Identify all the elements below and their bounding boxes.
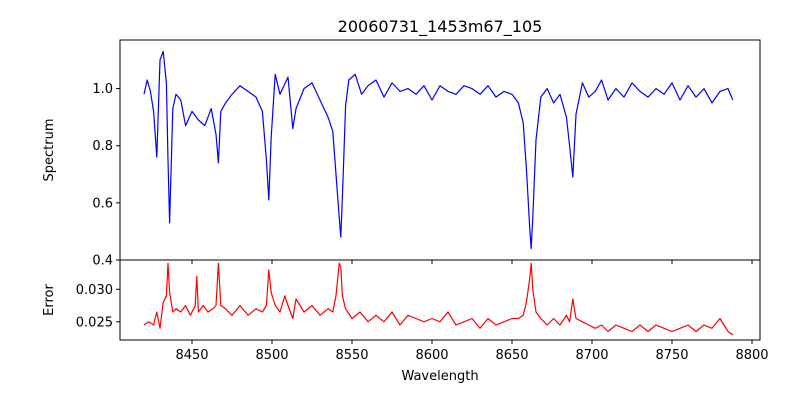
x-tick-label: 8800 bbox=[735, 348, 768, 363]
x-tick-label: 8550 bbox=[335, 348, 368, 363]
y-tick-label: 0.025 bbox=[76, 315, 113, 330]
error-panel: 0.025 0.030 8450 8500 8550 8600 8650 8700 8750 88… bbox=[42, 259, 769, 384]
spectrum-ticks: 0.4 0.6 0.8 1.0 bbox=[92, 82, 753, 269]
spectrum-y-axis-label: Spectrum bbox=[42, 119, 57, 182]
spectrum-panel: 0.4 0.6 0.8 1.0 Spectrum bbox=[42, 39, 761, 269]
y-tick-label: 0.8 bbox=[92, 139, 113, 154]
error-axes-frame bbox=[119, 259, 761, 341]
y-tick-label: 0.4 bbox=[92, 254, 113, 269]
error-ticks: 0.025 0.030 8450 8500 8550 8600 8650 8700 8750 88… bbox=[76, 283, 769, 363]
x-axis-label: Wavelength bbox=[401, 369, 478, 384]
spectrum-series bbox=[143, 50, 734, 250]
x-tick-label: 8750 bbox=[655, 348, 688, 363]
y-tick-label: 1.0 bbox=[92, 82, 113, 97]
x-tick-label: 8450 bbox=[175, 348, 208, 363]
x-tick-label: 8700 bbox=[575, 348, 608, 363]
chart-title: 20060731_1453m67_105 bbox=[338, 17, 543, 37]
x-tick-label: 8500 bbox=[255, 348, 288, 363]
error-line bbox=[143, 262, 734, 336]
error-series bbox=[143, 262, 734, 336]
x-tick-label: 8600 bbox=[415, 348, 448, 363]
y-tick-label: 0.6 bbox=[92, 196, 113, 211]
error-y-axis-label: Error bbox=[42, 284, 57, 316]
y-tick-label: 0.030 bbox=[76, 283, 113, 298]
spectrum-line bbox=[143, 50, 734, 250]
x-tick-label: 8650 bbox=[495, 348, 528, 363]
